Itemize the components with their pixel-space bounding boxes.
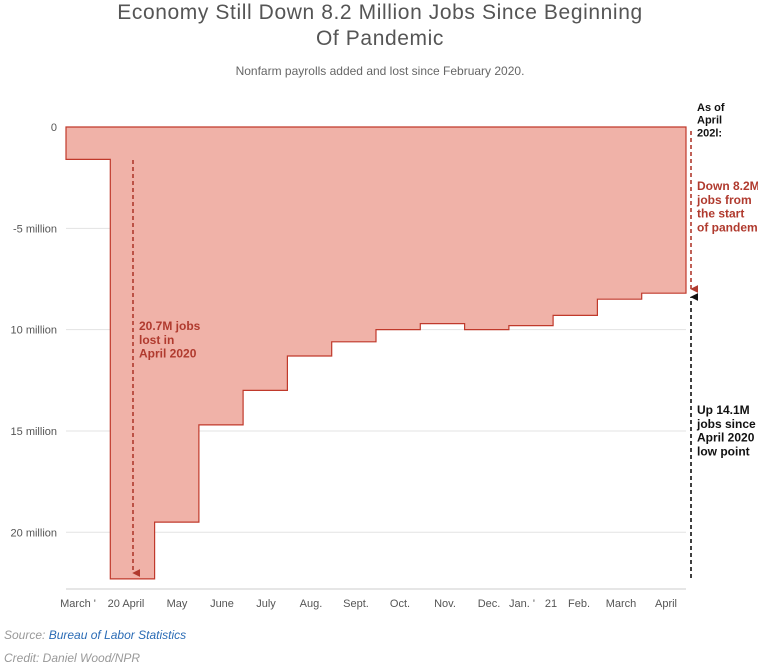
x-axis-ticks: March ' 20 April May June July Aug. Sept. Oct. N… [60,598,677,610]
x-tick-label: Sept. [343,598,369,610]
y-tick-label: 20 million [11,527,57,539]
y-tick-label: 0 [51,122,57,134]
x-tick-label: Oct. [390,598,410,610]
source-label: Source: [4,628,46,642]
y-axis-ticks: 0 -5 million 10 million 15 million 20 millio… [11,122,57,539]
x-tick-label: June [210,598,234,610]
x-tick-label: July [256,598,276,610]
payroll-area [65,126,687,580]
annotation-april-loss: 20.7M jobs lost in April 2020 [139,319,201,361]
x-tick-label: May [167,598,188,610]
y-tick-label: -5 million [13,223,57,235]
x-tick-label: March ' [60,598,96,610]
x-tick-label: Nov. [434,598,456,610]
y-tick-label: 15 million [11,426,57,438]
chart-subtitle: Nonfarm payrolls added and lost since Fe… [235,64,525,78]
x-tick-label: 21 [545,598,557,610]
x-tick-label: April [655,598,677,610]
x-tick-label: March [606,598,637,610]
credit-line: Credit: Daniel Wood/NPR [4,651,141,665]
source-line: Source: Bureau of Labor Statistics [4,628,186,642]
x-tick-label: Dec. [478,598,501,610]
x-tick-label: Feb. [568,598,590,610]
x-tick-label: Jan. ' [509,598,535,610]
x-tick-label: 20 April [108,598,145,610]
x-tick-label: Aug. [300,598,323,610]
annotation-up-since-low: Up 14.1M jobs since April 2020 low point [696,403,756,458]
source-link[interactable]: Bureau of Labor Statistics [48,628,187,642]
annotation-as-of: As of April 202l: [697,102,725,139]
y-tick-label: 10 million [11,325,57,337]
chart-title: Economy Still Down 8.2 Million Jobs Sinc… [117,1,643,50]
